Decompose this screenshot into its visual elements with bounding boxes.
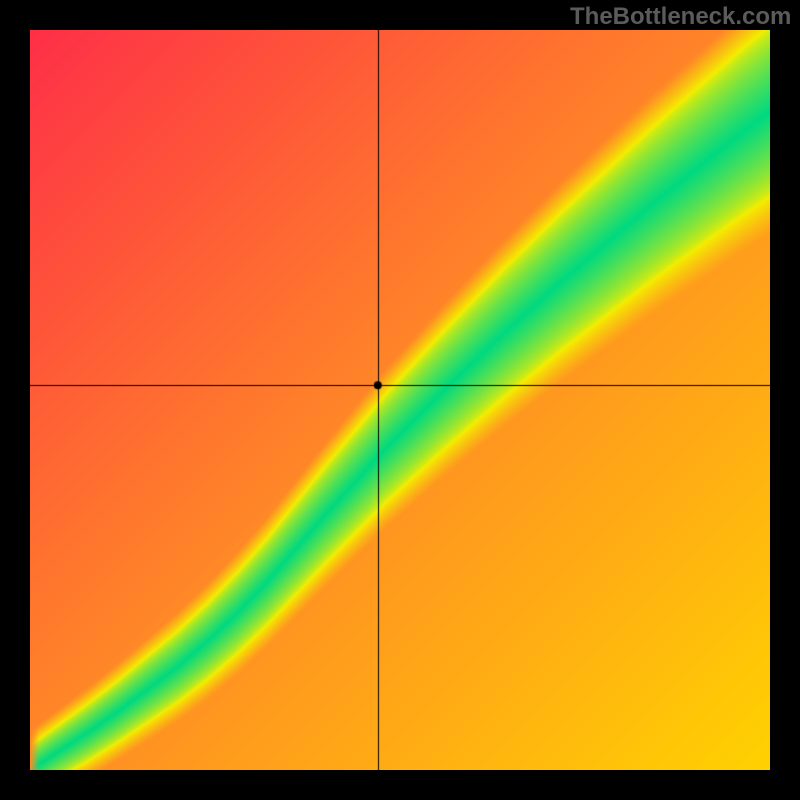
plot-area	[30, 30, 770, 770]
heatmap-canvas	[30, 30, 770, 770]
chart-frame: { "container": { "width": 800, "height":…	[0, 0, 800, 800]
watermark-text: TheBottleneck.com	[570, 3, 791, 31]
